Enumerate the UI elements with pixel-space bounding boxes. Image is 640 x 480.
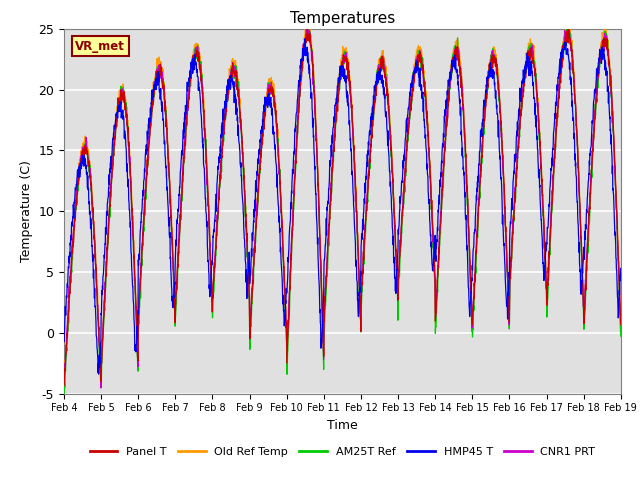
Title: Temperatures: Temperatures [290,11,395,26]
Text: VR_met: VR_met [75,40,125,53]
X-axis label: Time: Time [327,419,358,432]
Y-axis label: Temperature (C): Temperature (C) [20,160,33,262]
Legend: Panel T, Old Ref Temp, AM25T Ref, HMP45 T, CNR1 PRT: Panel T, Old Ref Temp, AM25T Ref, HMP45 … [85,442,600,461]
